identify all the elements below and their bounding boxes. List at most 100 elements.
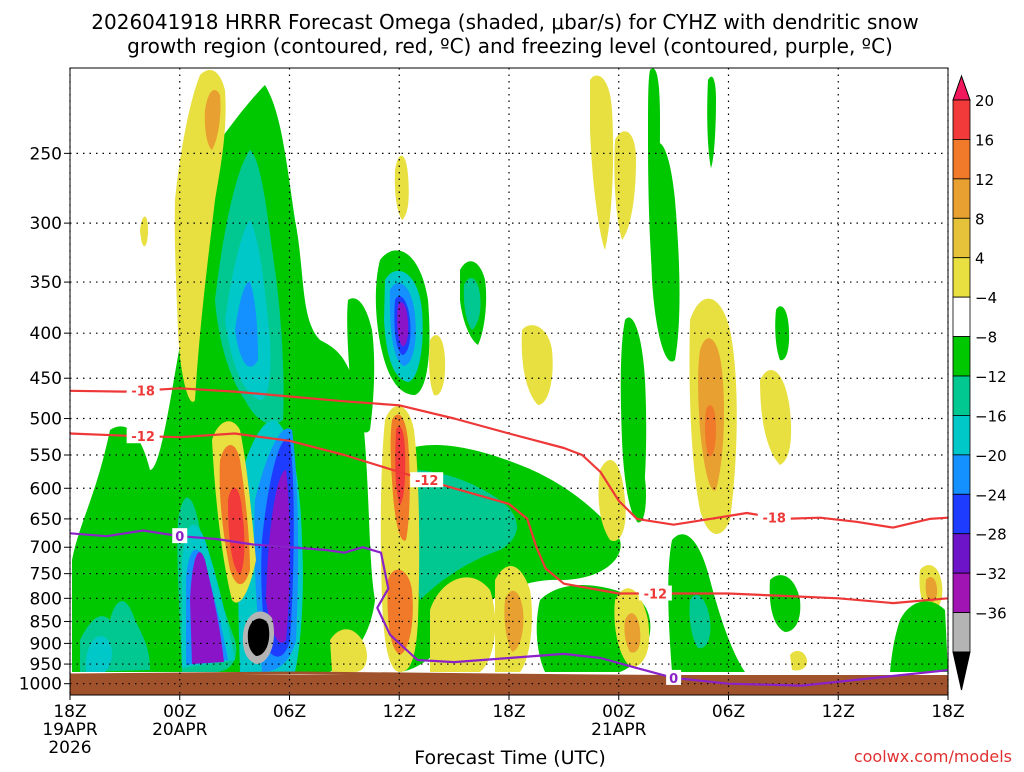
colorbar-label: 4 (975, 250, 985, 268)
colorbar-segment (952, 533, 971, 574)
contour-label: -18 (131, 384, 155, 399)
omega-region-cyan-left (86, 636, 112, 672)
colorbar-segment (952, 336, 971, 377)
x-tick-label: 18Z (931, 702, 964, 722)
y-tick-label: 900 (30, 634, 62, 654)
omega-region-teal-center (409, 470, 517, 600)
x-tick-label: 06Z (712, 702, 745, 722)
omega-region-green-right-broad (649, 142, 680, 362)
plot-area: -18 -18 -12 -12 -12 0 0 (69, 67, 949, 696)
y-tick-label: 850 (30, 613, 62, 633)
contour-label-bg (126, 382, 160, 398)
colorbar-label: 12 (975, 171, 994, 189)
y-tick-label: 400 (30, 324, 62, 344)
colorbar-segment (952, 257, 971, 298)
colorbar-label: 20 (975, 92, 994, 110)
y-tick-label: 350 (30, 273, 62, 293)
omega-region-green-bottom-right (890, 601, 948, 672)
x-tick-year-label: 2026 (48, 738, 91, 758)
x-tick-label: 18Z (492, 702, 525, 722)
colorbar-label: −12 (975, 368, 1007, 386)
omega-region-yellow-center-mid (521, 325, 553, 405)
x-tick-date-label: 21APR (591, 720, 647, 740)
y-tick-label: 450 (30, 369, 62, 389)
omega-region-yellow-right-side (760, 370, 792, 465)
contour-label-bg (172, 528, 188, 544)
contour-label-bg (410, 472, 444, 488)
omega-region-purple-column (266, 470, 290, 643)
omega-region-blue-upper (235, 281, 258, 367)
y-tick-label: 500 (30, 410, 62, 430)
y-tick-label: 600 (30, 479, 62, 499)
omega-region-yellow-lower-mid (430, 577, 496, 672)
x-tick-label: 00Z (163, 702, 196, 722)
y-tick-label: 1000 (19, 675, 62, 695)
omega-region-orange-center-low (387, 569, 413, 655)
colorbar-segment (952, 375, 971, 416)
omega-region-green-right-bottom (668, 534, 745, 672)
contour-label-bg (126, 428, 160, 444)
credit-text: coolwx.com/models (854, 747, 1012, 766)
contour-line (70, 432, 948, 605)
omega-region-yellow-bottom-right (790, 650, 808, 671)
contour-label: -12 (131, 430, 155, 445)
temperature-contour-labels: -18 -18 -12 -12 -12 0 0 (126, 382, 791, 687)
colorbar-segment (952, 139, 971, 180)
omega-region-red-mid-left (228, 487, 245, 575)
x-axis-label: Forecast Time (UTC) (414, 747, 605, 768)
x-tick-date-label: 20APR (152, 720, 208, 740)
contour-label-bg (757, 509, 791, 525)
omega-region-yellow-right-2 (614, 131, 636, 240)
omega-region-yellow-small-left (140, 216, 148, 247)
colorbar-segment (952, 99, 971, 140)
x-tick-label: 12Z (383, 702, 416, 722)
colorbar-label: −24 (975, 486, 1007, 504)
colorbar-segment (952, 217, 971, 259)
x-tick-label: 18Z (53, 702, 86, 722)
colorbar-segment (952, 178, 971, 219)
chart-title-line-2: growth region (contoured, red, ºC) and f… (127, 34, 893, 58)
colorbar-label: 8 (975, 210, 985, 228)
omega-region-black-core (247, 618, 270, 656)
colorbar-label: −28 (975, 526, 1007, 544)
ground-top-edge (69, 671, 949, 680)
omega-region-orange-right-big (704, 405, 716, 457)
omega-region-gold-top-left (204, 90, 221, 150)
omega-region-red-center-column (395, 426, 406, 505)
colorbar-segment (952, 296, 971, 337)
contour-label: -18 (762, 511, 786, 526)
colorbar-segment (952, 612, 971, 653)
contour-label-bg (638, 585, 672, 601)
contour-label: -12 (415, 474, 439, 489)
y-tick-label: 300 (30, 214, 62, 234)
omega-region-gold-lower-right (504, 590, 524, 652)
contour-label: 0 (669, 672, 678, 687)
y-tick-label: 750 (30, 565, 62, 585)
colorbar-label: −16 (975, 407, 1007, 425)
colorbar-segment (952, 572, 971, 613)
omega-region-green-right-mid-small (707, 76, 716, 168)
colorbar-label: 16 (975, 131, 994, 149)
x-tick-label: 06Z (273, 702, 306, 722)
y-tick-label: 650 (30, 510, 62, 530)
contour-label: -12 (644, 588, 668, 603)
colorbar-segment (952, 493, 971, 535)
omega-region-yellow-left-low (330, 629, 367, 672)
contour-line (70, 387, 948, 529)
colorbar-segment (952, 415, 971, 456)
omega-region-purple-core (190, 552, 224, 664)
pressure-axis: 2503003504004505005506006507007508008509… (19, 144, 70, 695)
y-tick-label: 800 (30, 589, 62, 609)
colorbar-segment (952, 454, 971, 495)
x-tick-label: 00Z (602, 702, 635, 722)
colorbar-label: −8 (975, 329, 997, 347)
omega-region-teal-right-bottom (689, 595, 711, 649)
colorbar-label: −36 (975, 605, 1007, 623)
y-tick-label: 950 (30, 655, 62, 675)
colorbar: 20 16 12 8 4 −4 −8 −12 −16 −20 −24 −28 −32 −36 (952, 74, 1007, 691)
omega-region-green-far-right (769, 575, 801, 632)
colorbar-label: −32 (975, 565, 1007, 583)
colorbar-label: −4 (975, 289, 997, 307)
